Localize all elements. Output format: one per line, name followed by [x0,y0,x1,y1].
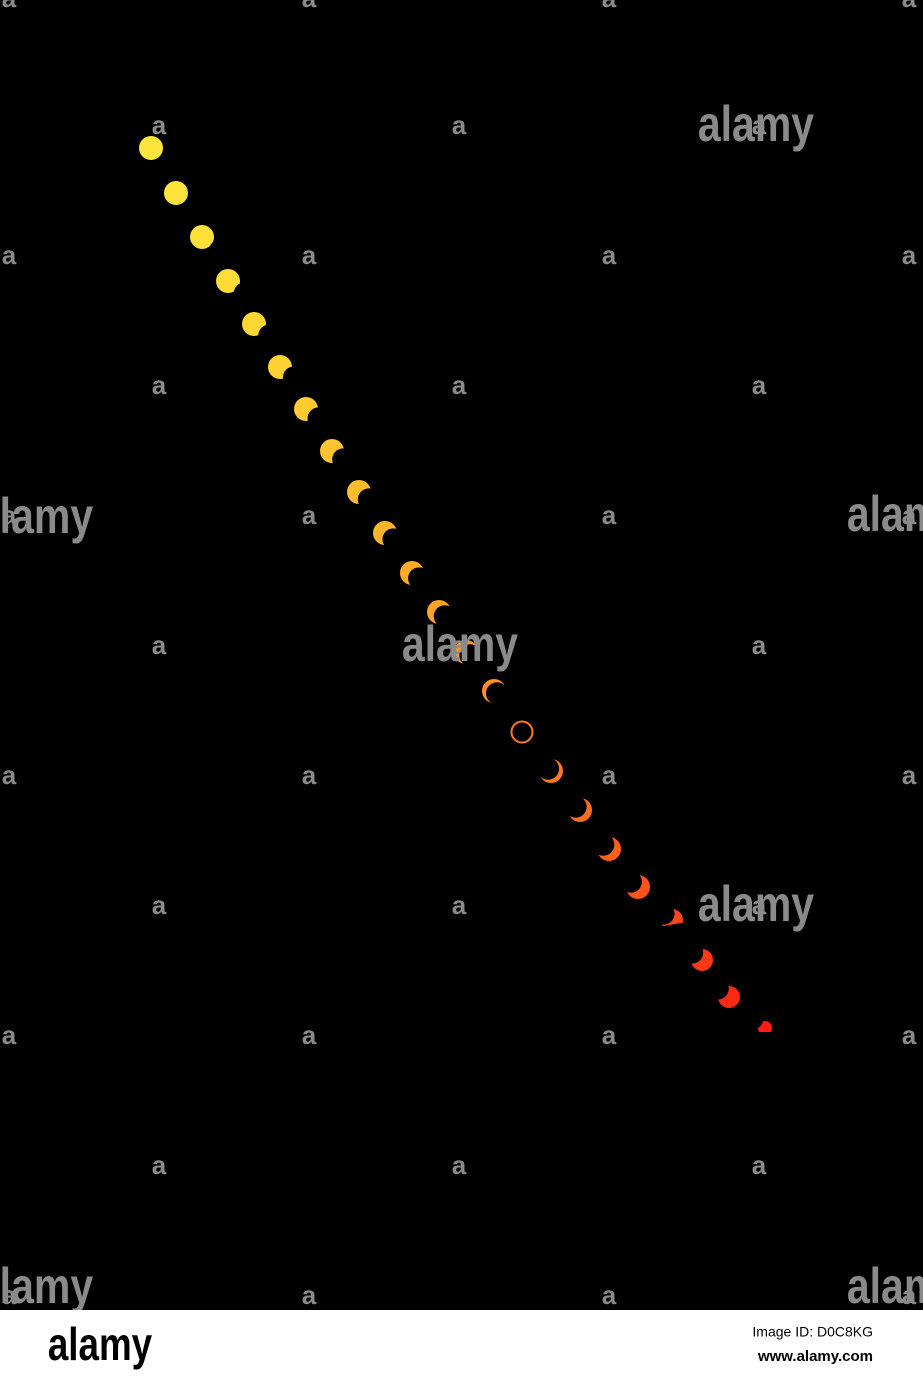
watermark-letter: a [452,890,467,920]
watermark-letter: a [302,760,317,790]
watermark-letter: a [752,890,767,920]
watermark-letter: a [2,240,17,270]
moon-disk [233,282,256,305]
watermark-letter: a [2,0,17,13]
watermark-letter: a [152,370,167,400]
eclipse-sequence [139,136,790,1052]
moon-disk [307,407,330,430]
watermark-letter: a [902,1280,917,1310]
moon-disk [564,795,587,818]
moon-disk [433,605,456,628]
moon-disk [184,196,207,219]
watermark-word: alamy [698,96,815,152]
watermark-letter: a [2,760,17,790]
watermark-letter: a [152,630,167,660]
moon-disk [706,977,729,1000]
watermark-letter: a [302,1020,317,1050]
footer-bar [0,1310,923,1390]
watermark-word: alamy [847,1258,923,1314]
watermark-letter: a [752,630,767,660]
sun-disk [139,136,163,160]
watermark-letter: a [602,0,617,13]
annular-ring [510,720,534,744]
watermarks: aaaaaaaaaaaaaaaaaaaaaaaaaaaaaaaaaaaaaaaa… [0,0,923,1314]
sun-disk [190,225,214,249]
watermark-letter: a [902,240,917,270]
watermark-letter: a [602,760,617,790]
watermark-letter: a [2,1020,17,1050]
sun-disk [164,181,188,205]
footer-logo: alamy [48,1318,152,1370]
watermark-word: alamy [402,616,519,672]
moon-disk [357,488,380,511]
moon-disk [681,941,704,964]
watermark-letter: a [452,630,467,660]
moon-disk [485,682,508,705]
watermark-letter: a [902,500,917,530]
watermark-letter: a [752,110,767,140]
watermark-word: alamy [0,1258,94,1314]
moon-disk [459,644,482,667]
moon-disk [160,152,183,175]
horizon-shadow [740,1032,790,1052]
watermark-word: alamy [0,488,94,544]
footer-url: www.alamy.com [757,1348,873,1365]
watermark-letter: a [152,1150,167,1180]
watermark-letter: a [302,0,317,13]
horizon-shadow [638,919,702,951]
watermark-letter: a [902,0,917,13]
watermark-letter: a [152,110,167,140]
moon-disk [382,528,405,551]
watermark-word: alamy [847,486,923,542]
watermark-letter: a [452,370,467,400]
watermark-letter: a [452,110,467,140]
sun-disk [216,269,240,293]
watermark-letter: a [602,1280,617,1310]
watermark-letter: a [2,500,17,530]
moon-disk [537,757,560,780]
watermark-letter: a [902,760,917,790]
moon-disk [408,567,431,590]
watermark-letter: a [602,240,617,270]
image-id: Image ID: D0C8KG [752,1324,873,1340]
watermark-letter: a [752,1150,767,1180]
moon-disk [332,448,355,471]
watermark-letter: a [602,1020,617,1050]
moon-disk [282,366,305,389]
watermark-letter: a [602,500,617,530]
moon-disk [209,239,232,262]
moon-disk [592,833,615,856]
watermark-letter: a [302,240,317,270]
moon-disk [258,324,281,347]
watermark-letter: a [902,1020,917,1050]
watermark-letter: a [152,890,167,920]
moon-disk [741,1007,764,1030]
watermark-word: alamy [698,876,815,932]
watermark-letter: a [302,500,317,530]
moon-disk [619,870,642,893]
watermark-letter: a [2,1280,17,1310]
watermark-letter: a [302,1280,317,1310]
moon-disk [652,902,675,925]
watermark-letter: a [752,370,767,400]
watermark-letter: a [452,1150,467,1180]
